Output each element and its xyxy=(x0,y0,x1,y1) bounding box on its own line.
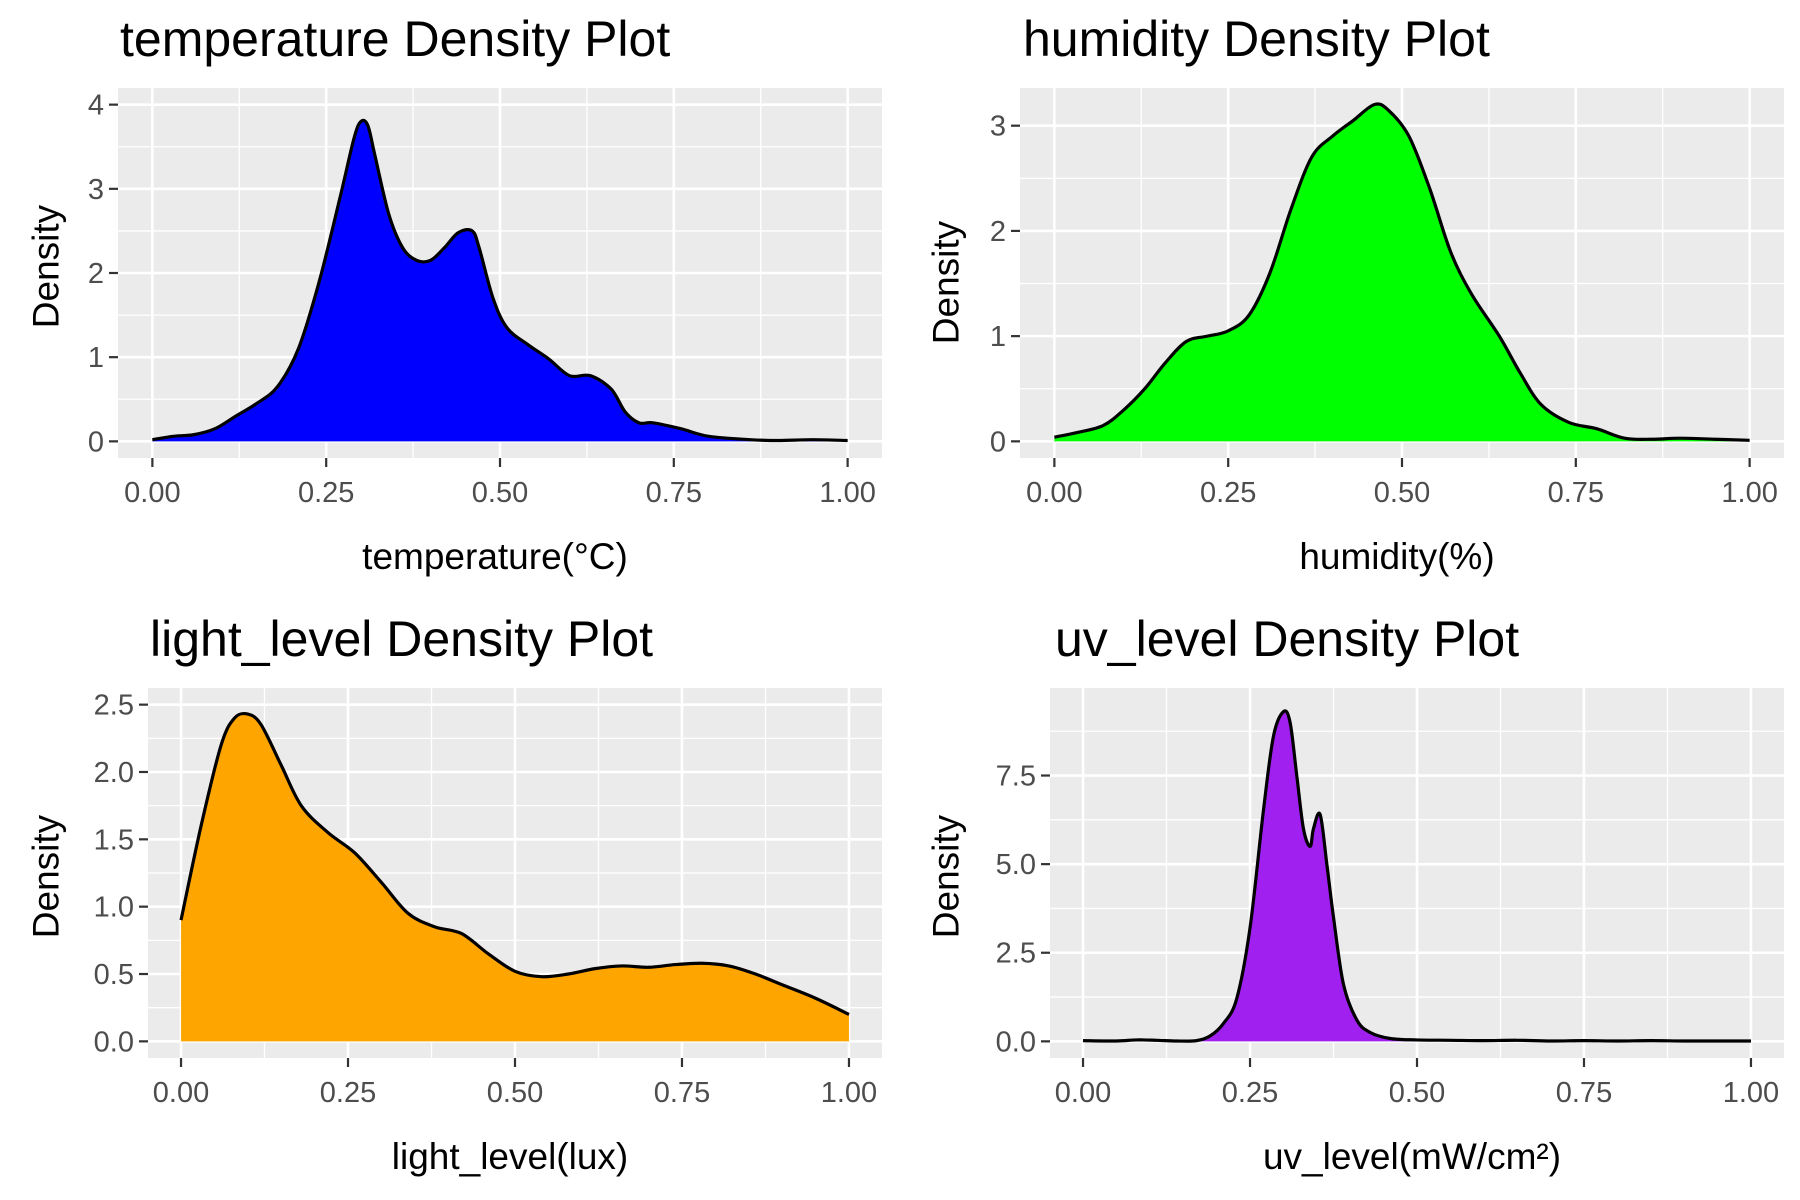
humidity-x-tick-label: 0.00 xyxy=(1026,477,1082,509)
temperature-density-area xyxy=(152,120,848,442)
light-level-density-chart: 0.0 0.5 1.0 1.5 2.0 2.5 0.00 0.25 0.50 0.75 1.00 xyxy=(94,688,882,1109)
light-level-plot-title: light_level Density Plot xyxy=(150,611,654,667)
light-level-x-tick-label: 0.25 xyxy=(320,1077,376,1109)
temperature-y-tick-label: 1 xyxy=(88,342,104,374)
humidity-y-tick-label: 3 xyxy=(990,111,1006,143)
light-level-density-panel: light_level Density Plot 0.0 0.5 1.0 1.5 2.0… xyxy=(0,600,900,1200)
uv-level-x-tick-label: 1.00 xyxy=(1723,1077,1779,1109)
uv-level-density-chart: 0.0 2.5 5.0 7.5 0.00 0.25 0.50 0.75 1.00 xyxy=(996,688,1784,1109)
uv-level-x-tick-label: 0.00 xyxy=(1055,1077,1111,1109)
light-level-y-tick-label: 2.5 xyxy=(94,690,134,722)
light-level-y-axis-title: Density xyxy=(25,814,67,939)
uv-level-x-tick-label: 0.75 xyxy=(1556,1077,1612,1109)
humidity-y-tick-label: 2 xyxy=(990,216,1006,248)
temperature-plot-title: temperature Density Plot xyxy=(120,11,671,67)
temperature-x-tick-label: 0.25 xyxy=(298,477,354,509)
light-level-density-curve xyxy=(179,711,850,1016)
humidity-density-area xyxy=(1054,103,1750,442)
uv-level-y-tick-label: 7.5 xyxy=(996,761,1036,793)
light-level-x-tick-label: 1.00 xyxy=(821,1077,877,1109)
humidity-x-tick-label: 1.00 xyxy=(1721,477,1777,509)
light-level-density-area xyxy=(181,713,849,1042)
temperature-density-curve xyxy=(152,118,848,443)
temperature-x-tick-label: 0.75 xyxy=(646,477,702,509)
humidity-plot-title: humidity Density Plot xyxy=(1023,11,1490,67)
humidity-density-chart: 0 1 2 3 0.00 0.25 0.50 0.75 1.00 xyxy=(990,88,1784,509)
uv-level-y-axis-title: Density xyxy=(925,814,967,939)
light-level-x-axis-title: light_level(lux) xyxy=(391,1136,629,1177)
temperature-x-tick-label: 0.50 xyxy=(472,477,528,509)
temperature-y-tick-label: 3 xyxy=(88,174,104,206)
temperature-x-tick-label: 0.00 xyxy=(124,477,180,509)
humidity-y-tick-label: 1 xyxy=(990,321,1006,353)
uv-level-y-tick-label: 2.5 xyxy=(996,938,1036,970)
uv-level-y-tick-label: 5.0 xyxy=(996,849,1036,881)
light-level-y-tick-label: 1.0 xyxy=(94,892,134,924)
light-level-x-tick-label: 0.50 xyxy=(487,1077,543,1109)
humidity-x-tick-label: 0.25 xyxy=(1200,477,1256,509)
temperature-x-tick-label: 1.00 xyxy=(819,477,875,509)
light-level-x-tick-label: 0.00 xyxy=(153,1077,209,1109)
light-level-y-tick-label: 0.5 xyxy=(94,959,134,991)
temperature-density-chart: 0 1 2 3 4 0.00 0.25 0.50 0.75 1.00 xyxy=(88,88,882,509)
light-level-y-tick-label: 2.0 xyxy=(94,757,134,789)
uv-level-density-curve xyxy=(1083,709,1751,1043)
temperature-x-axis-title: temperature(°C) xyxy=(362,536,628,577)
temperature-y-tick-label: 0 xyxy=(88,426,104,458)
light-level-y-tick-label: 0.0 xyxy=(94,1026,134,1058)
humidity-y-tick-label: 0 xyxy=(990,426,1006,458)
temperature-density-panel: temperature Density Plot 0 1 2 3 4 0.00 0.25 0.… xyxy=(0,0,900,600)
temperature-y-tick-label: 4 xyxy=(88,90,104,122)
temperature-y-axis-title: Density xyxy=(25,204,67,329)
humidity-density-curve xyxy=(1054,102,1750,442)
uv-level-plot-title: uv_level Density Plot xyxy=(1055,611,1520,667)
temperature-y-tick-label: 2 xyxy=(88,258,104,290)
uv-level-density-panel: uv_level Density Plot 0.0 2.5 5.0 7.5 0.00 0.… xyxy=(900,600,1800,1200)
humidity-x-tick-label: 0.50 xyxy=(1374,477,1430,509)
uv-level-y-tick-label: 0.0 xyxy=(996,1026,1036,1058)
uv-level-x-tick-label: 0.25 xyxy=(1222,1077,1278,1109)
uv-level-density-area xyxy=(1083,710,1751,1042)
light-level-y-tick-label: 1.5 xyxy=(94,824,134,856)
light-level-x-tick-label: 0.75 xyxy=(654,1077,710,1109)
humidity-x-tick-label: 0.75 xyxy=(1548,477,1604,509)
uv-level-x-axis-title: uv_level(mW/cm²) xyxy=(1262,1136,1562,1177)
temperature-major-grid xyxy=(118,88,882,458)
humidity-y-axis-title: Density xyxy=(925,220,967,345)
humidity-x-axis-title: humidity(%) xyxy=(1299,536,1495,577)
uv-level-x-tick-label: 0.50 xyxy=(1389,1077,1445,1109)
humidity-density-panel: humidity Density Plot 0 1 2 3 0.00 0.25 0.50 0.… xyxy=(900,0,1800,600)
